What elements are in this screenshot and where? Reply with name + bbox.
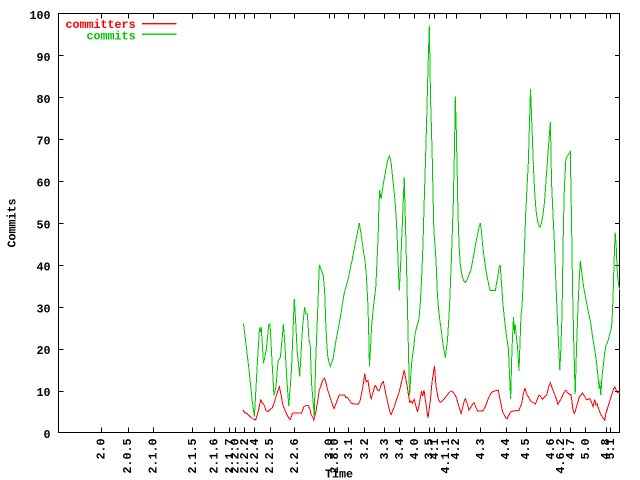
svg-text:2.2.2: 2.2.2 (238, 439, 252, 474)
svg-text:2.0.5: 2.0.5 (121, 439, 135, 474)
svg-text:3.5: 3.5 (422, 439, 436, 460)
svg-text:3.0: 3.0 (322, 439, 336, 460)
svg-text:100: 100 (29, 9, 50, 23)
svg-text:2.2.6: 2.2.6 (288, 439, 302, 474)
svg-text:4.3: 4.3 (474, 439, 488, 460)
svg-text:10: 10 (36, 386, 50, 400)
svg-text:70: 70 (36, 135, 50, 149)
svg-text:80: 80 (36, 93, 50, 107)
svg-text:commits: commits (86, 29, 135, 43)
svg-text:2.8.0: 2.8.0 (328, 439, 342, 474)
svg-text:4.1.1: 4.1.1 (439, 439, 453, 474)
svg-text:2.2.4: 2.2.4 (248, 439, 262, 474)
svg-text:committers: committers (65, 18, 135, 32)
svg-text:4.6.2: 4.6.2 (554, 439, 568, 474)
svg-text:40: 40 (36, 260, 50, 274)
svg-text:60: 60 (36, 177, 50, 191)
svg-text:4.8: 4.8 (599, 439, 613, 460)
svg-text:4.4: 4.4 (499, 439, 513, 460)
svg-text:0: 0 (43, 428, 50, 442)
svg-text:4.5: 4.5 (519, 439, 533, 460)
svg-text:3.4: 3.4 (393, 439, 407, 460)
svg-text:3.3: 3.3 (378, 439, 392, 460)
svg-text:4.2: 4.2 (449, 439, 463, 460)
svg-text:4.1: 4.1 (428, 439, 442, 460)
svg-text:2.1.5: 2.1.5 (186, 439, 200, 474)
svg-text:4.6: 4.6 (544, 439, 558, 460)
svg-text:2.2.0: 2.2.0 (228, 439, 242, 474)
svg-text:3.2: 3.2 (358, 439, 372, 460)
svg-text:20: 20 (36, 344, 50, 358)
svg-text:Time: Time (325, 468, 353, 480)
svg-text:2.0: 2.0 (95, 439, 109, 460)
svg-text:2.1.6: 2.1.6 (208, 439, 222, 474)
svg-text:4.7: 4.7 (564, 439, 578, 460)
svg-text:2.1.0: 2.1.0 (147, 439, 161, 474)
svg-text:5.0: 5.0 (579, 439, 593, 460)
svg-text:2.2.5: 2.2.5 (263, 439, 277, 474)
svg-text:50: 50 (36, 219, 50, 233)
svg-text:2.1.7: 2.1.7 (223, 439, 237, 474)
svg-text:4.0: 4.0 (408, 439, 422, 460)
svg-text:90: 90 (36, 51, 50, 65)
svg-text:3.1: 3.1 (342, 439, 356, 460)
svg-text:30: 30 (36, 302, 50, 316)
svg-text:5.1: 5.1 (604, 439, 618, 460)
svg-text:Commits: Commits (6, 198, 20, 247)
